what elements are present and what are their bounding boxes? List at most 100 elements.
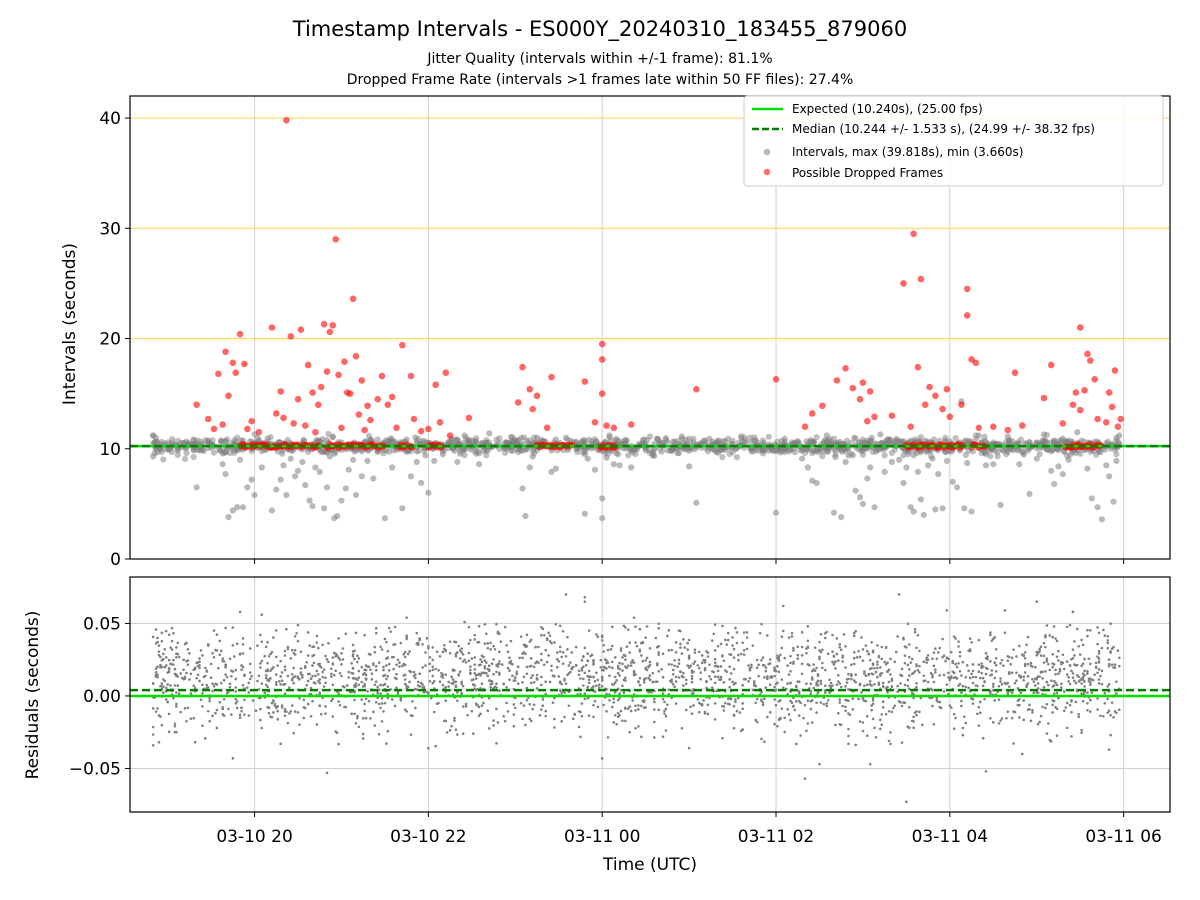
residual-point [1007, 685, 1011, 688]
interval-point [765, 433, 772, 440]
interval-point [292, 473, 299, 480]
residual-point [451, 678, 455, 681]
interval-point [949, 478, 956, 485]
residual-point [357, 676, 361, 679]
residual-point [421, 642, 424, 646]
residual-point [496, 631, 500, 635]
residual-point [483, 642, 487, 645]
residual-point [742, 631, 746, 634]
residual-point [838, 722, 842, 726]
residual-point [800, 662, 804, 666]
residual-point [377, 732, 381, 736]
residual-point [931, 657, 934, 661]
residual-point [279, 683, 282, 686]
interval-point [591, 466, 599, 473]
residual-point [1052, 692, 1056, 695]
residual-point [1018, 644, 1021, 648]
residual-point [172, 696, 175, 700]
residual-point [613, 681, 617, 684]
residual-point [864, 699, 868, 703]
residual-point [670, 663, 674, 666]
residual-point [719, 675, 723, 679]
residual-point [592, 661, 595, 665]
interval-point [804, 446, 811, 453]
residual-point [690, 674, 694, 678]
residual-point [480, 654, 484, 658]
residual-point [673, 659, 676, 662]
residual-point [453, 669, 456, 672]
residual-point [558, 645, 562, 649]
x-tick-label: 03-11 02 [738, 827, 814, 847]
residual-point [598, 686, 601, 689]
residual-point [469, 665, 472, 669]
residual-point [624, 706, 627, 710]
residual-point [1032, 680, 1036, 683]
interval-point [390, 447, 397, 454]
residual-point [760, 699, 763, 703]
residual-point [648, 674, 652, 677]
interval-point [1004, 433, 1011, 440]
interval-point [1113, 451, 1120, 458]
dropped-frame-point [355, 411, 363, 418]
dropped-frame-point [349, 295, 357, 303]
residual-point [748, 666, 752, 670]
residual-point [645, 625, 649, 628]
interval-point [254, 434, 261, 441]
residual-point [637, 725, 640, 728]
residual-point [513, 676, 517, 679]
residual-point [726, 697, 730, 701]
residual-point [270, 650, 274, 654]
residual-point [489, 641, 492, 645]
interval-point [856, 439, 864, 446]
residual-point [776, 654, 779, 658]
residual-point [1075, 627, 1079, 631]
residual-point [663, 700, 666, 704]
residual-point [1106, 641, 1110, 645]
interval-point [719, 453, 726, 461]
residual-point [248, 662, 252, 666]
residual-point [561, 651, 565, 654]
residual-point [667, 662, 671, 666]
dropped-frame-point [1105, 389, 1113, 396]
residual-point [461, 684, 465, 688]
residual-point [626, 628, 630, 631]
dropped-frame-point [241, 360, 248, 368]
interval-point [1084, 465, 1091, 472]
residual-point [674, 641, 678, 644]
residual-point [175, 730, 178, 734]
interval-point [658, 448, 665, 455]
residual-point [910, 657, 914, 661]
residual-point [1018, 716, 1021, 719]
residual-point [283, 668, 287, 672]
residual-point [632, 661, 636, 664]
residual-point [600, 639, 604, 642]
residual-point [1036, 722, 1040, 726]
interval-point [678, 433, 685, 440]
residual-point [550, 669, 553, 672]
interval-point [299, 458, 306, 466]
residual-point [789, 718, 792, 722]
residual-point [644, 636, 647, 639]
residual-point [393, 676, 397, 680]
residual-point [819, 679, 823, 683]
interval-point [1037, 439, 1045, 447]
residual-point [293, 653, 297, 656]
residual-point [464, 705, 468, 708]
residual-point [683, 646, 687, 649]
residual-point [602, 643, 605, 647]
residual-point [474, 703, 478, 706]
residual-point [211, 714, 214, 718]
residual-point [234, 677, 238, 681]
residual-point [902, 701, 905, 704]
residual-point [254, 709, 258, 713]
interval-point [422, 452, 429, 459]
residual-point [241, 643, 245, 646]
residual-point [225, 675, 229, 679]
interval-point [522, 512, 529, 520]
residual-point [780, 646, 784, 650]
dropped-frame-point [320, 320, 328, 328]
residual-point [212, 684, 216, 688]
residual-point [382, 710, 385, 713]
residual-point [1107, 748, 1111, 751]
residual-point [1000, 682, 1004, 686]
